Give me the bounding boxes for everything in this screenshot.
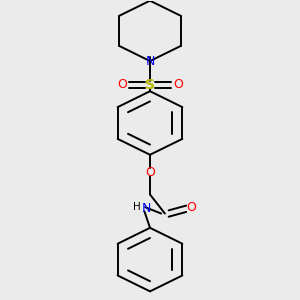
Text: O: O <box>117 78 127 92</box>
Text: O: O <box>145 166 155 179</box>
Text: N: N <box>142 202 151 214</box>
Text: O: O <box>173 78 183 92</box>
Text: H: H <box>133 202 141 212</box>
Text: N: N <box>145 55 155 68</box>
Text: S: S <box>145 78 155 92</box>
Text: O: O <box>186 201 196 214</box>
